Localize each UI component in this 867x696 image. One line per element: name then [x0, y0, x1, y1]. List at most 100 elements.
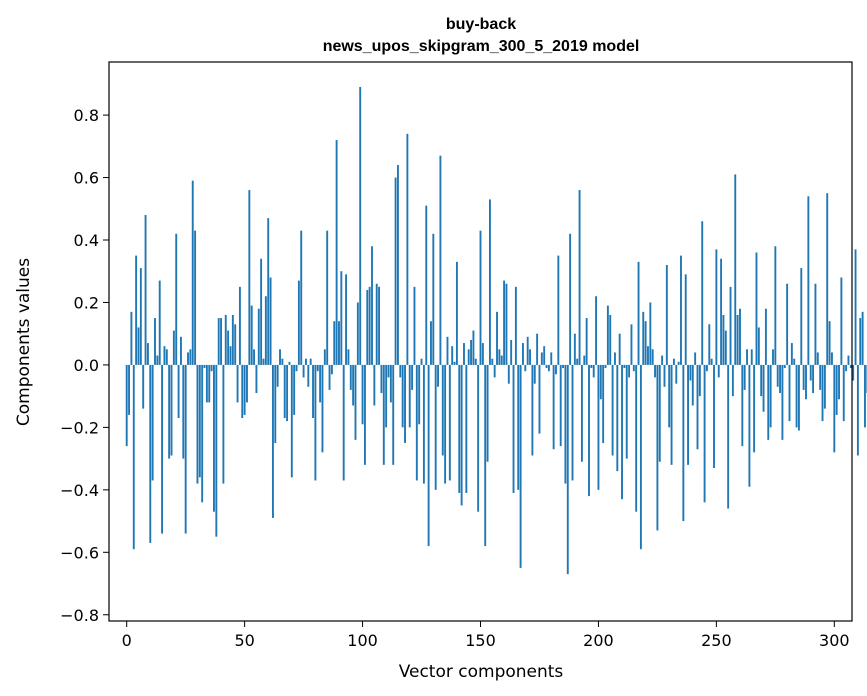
bar	[696, 364, 699, 450]
bar	[531, 364, 534, 456]
bar	[670, 364, 673, 465]
bar	[538, 364, 541, 434]
bar	[618, 333, 621, 365]
bar	[807, 196, 810, 365]
bar	[649, 302, 652, 365]
bar	[184, 364, 187, 534]
bar	[420, 358, 423, 365]
bar	[455, 261, 458, 365]
bar	[739, 308, 741, 365]
bar	[727, 364, 730, 509]
bar	[274, 364, 277, 443]
bar	[507, 364, 510, 384]
bar	[611, 364, 614, 456]
bar	[172, 330, 175, 365]
bar	[465, 364, 468, 493]
bar	[526, 336, 529, 365]
bar	[241, 364, 244, 419]
bar	[236, 364, 239, 403]
bar	[404, 364, 406, 443]
bar	[220, 318, 222, 365]
bar	[132, 364, 135, 550]
x-tick-label: 100	[347, 631, 378, 650]
bar	[757, 327, 760, 365]
bar	[290, 364, 293, 478]
bar	[760, 364, 763, 397]
bar	[387, 364, 390, 378]
bar	[484, 364, 487, 547]
bar	[137, 327, 140, 365]
bar	[264, 296, 267, 365]
bar	[781, 364, 784, 440]
bar	[592, 364, 595, 378]
bar	[680, 255, 682, 365]
bar	[406, 133, 409, 365]
bar	[486, 364, 489, 462]
bar	[257, 308, 260, 365]
bar	[227, 330, 230, 365]
bar	[861, 311, 864, 365]
bar	[621, 364, 623, 500]
bar	[382, 364, 385, 465]
bar	[500, 355, 503, 365]
bar	[411, 364, 414, 390]
bar	[149, 364, 152, 543]
bar	[158, 280, 161, 365]
bar	[210, 364, 213, 372]
bar	[734, 174, 737, 365]
bar	[630, 324, 633, 365]
bar	[705, 364, 708, 372]
bar	[182, 364, 185, 459]
bar	[529, 349, 531, 365]
bar	[201, 364, 204, 503]
bar	[665, 264, 668, 365]
bar	[616, 364, 619, 472]
bar	[786, 283, 789, 365]
bar	[302, 364, 305, 378]
bar	[491, 358, 494, 365]
bar	[170, 364, 173, 456]
bar	[481, 343, 484, 365]
bar	[135, 255, 138, 365]
bar	[224, 314, 227, 365]
bar	[356, 302, 359, 365]
bar	[293, 364, 296, 415]
bar	[840, 277, 843, 365]
bar	[802, 364, 805, 390]
bar	[231, 314, 234, 365]
x-tick-label: 50	[234, 631, 254, 650]
bar	[194, 230, 197, 365]
bar	[755, 252, 758, 365]
bar	[720, 258, 723, 365]
bar	[328, 364, 331, 390]
y-tick-label: −0.2	[60, 418, 99, 437]
bar	[729, 286, 732, 365]
bar	[599, 364, 602, 400]
bar	[715, 249, 718, 365]
x-tick-label: 150	[465, 631, 496, 650]
bar	[399, 364, 402, 378]
bar	[163, 346, 166, 365]
bar	[286, 364, 289, 422]
bar	[790, 343, 793, 365]
bar	[156, 355, 159, 365]
bar	[625, 364, 628, 459]
bar	[128, 364, 130, 415]
bar	[698, 364, 701, 397]
bar	[724, 330, 727, 365]
bar	[437, 364, 439, 387]
x-tick-label: 300	[819, 631, 850, 650]
bar	[146, 343, 149, 365]
bar	[408, 364, 411, 428]
bar	[309, 358, 312, 365]
bar	[432, 233, 435, 365]
bar	[503, 280, 506, 365]
bar	[451, 346, 454, 365]
bar	[180, 336, 182, 365]
bar	[312, 364, 314, 419]
bar	[269, 277, 272, 365]
bar	[852, 364, 855, 381]
bar	[812, 364, 815, 394]
bar	[847, 355, 850, 365]
